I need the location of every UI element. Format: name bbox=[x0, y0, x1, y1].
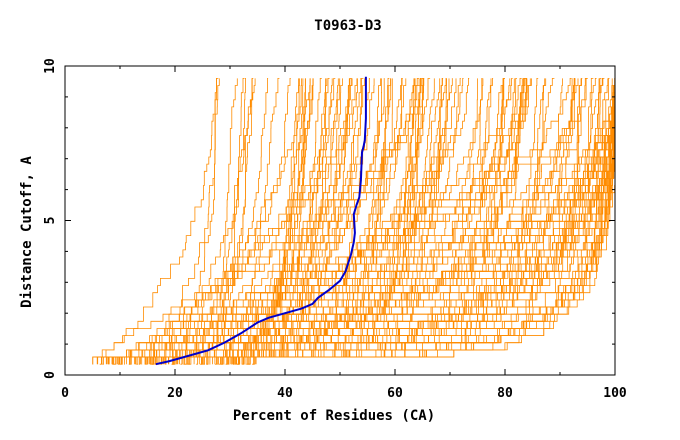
x-tick-label: 60 bbox=[387, 386, 403, 401]
background-series-line bbox=[101, 78, 403, 365]
background-series-line bbox=[187, 78, 532, 365]
background-series-line bbox=[115, 78, 280, 365]
y-tick-label: 10 bbox=[43, 58, 58, 74]
y-axis-ticks: 0 5 10 bbox=[43, 58, 615, 379]
x-tick-label: 100 bbox=[603, 386, 627, 401]
background-series-line bbox=[220, 78, 306, 365]
y-axis-label: Distance Cutoff, A bbox=[19, 156, 35, 308]
highlight-series-line bbox=[155, 76, 367, 366]
background-series-line bbox=[150, 78, 539, 365]
background-series-group bbox=[92, 78, 616, 365]
background-series-line bbox=[176, 78, 522, 365]
background-series-line bbox=[164, 78, 431, 365]
background-series-line bbox=[126, 78, 246, 365]
background-series-line bbox=[155, 78, 256, 365]
x-tick-label: 20 bbox=[167, 386, 183, 401]
background-series-line bbox=[172, 78, 245, 365]
background-series-line bbox=[150, 78, 391, 365]
background-series-line bbox=[203, 78, 461, 365]
background-series-line bbox=[149, 78, 420, 365]
background-series-line bbox=[154, 78, 327, 365]
background-series-line bbox=[200, 78, 390, 365]
background-series-line bbox=[226, 78, 416, 365]
background-series-line bbox=[186, 78, 616, 365]
highlight-series-group bbox=[155, 76, 367, 366]
background-series-line bbox=[105, 78, 333, 365]
background-series-line bbox=[147, 78, 515, 365]
background-series-line bbox=[149, 78, 353, 365]
background-series-line bbox=[113, 78, 269, 365]
background-series-line bbox=[220, 78, 525, 365]
background-series-line bbox=[128, 78, 547, 365]
background-series-line bbox=[171, 78, 546, 365]
background-series-line bbox=[198, 78, 527, 365]
background-series-line bbox=[223, 78, 583, 365]
x-tick-label: 40 bbox=[277, 386, 293, 401]
background-series-line bbox=[247, 78, 330, 365]
x-tick-label: 80 bbox=[497, 386, 513, 401]
chart-title: T0963-D3 bbox=[314, 18, 381, 34]
background-series-line bbox=[255, 78, 616, 365]
background-series-line bbox=[119, 78, 254, 365]
x-tick-label: 0 bbox=[61, 386, 69, 401]
background-series-line bbox=[220, 78, 300, 365]
background-series-line bbox=[187, 78, 407, 365]
background-series-line bbox=[120, 78, 588, 365]
x-axis-ticks: 0 20 40 60 80 100 bbox=[61, 66, 627, 401]
y-tick-label: 5 bbox=[43, 217, 58, 225]
background-series-line bbox=[92, 78, 217, 365]
background-series-line bbox=[124, 78, 616, 365]
background-series-line bbox=[180, 78, 484, 365]
background-series-line bbox=[255, 78, 616, 365]
y-tick-label: 0 bbox=[43, 371, 58, 379]
x-axis-label: Percent of Residues (CA) bbox=[233, 408, 435, 424]
background-series-line bbox=[149, 78, 425, 365]
background-series-line bbox=[201, 78, 616, 365]
background-series-line bbox=[181, 78, 443, 365]
